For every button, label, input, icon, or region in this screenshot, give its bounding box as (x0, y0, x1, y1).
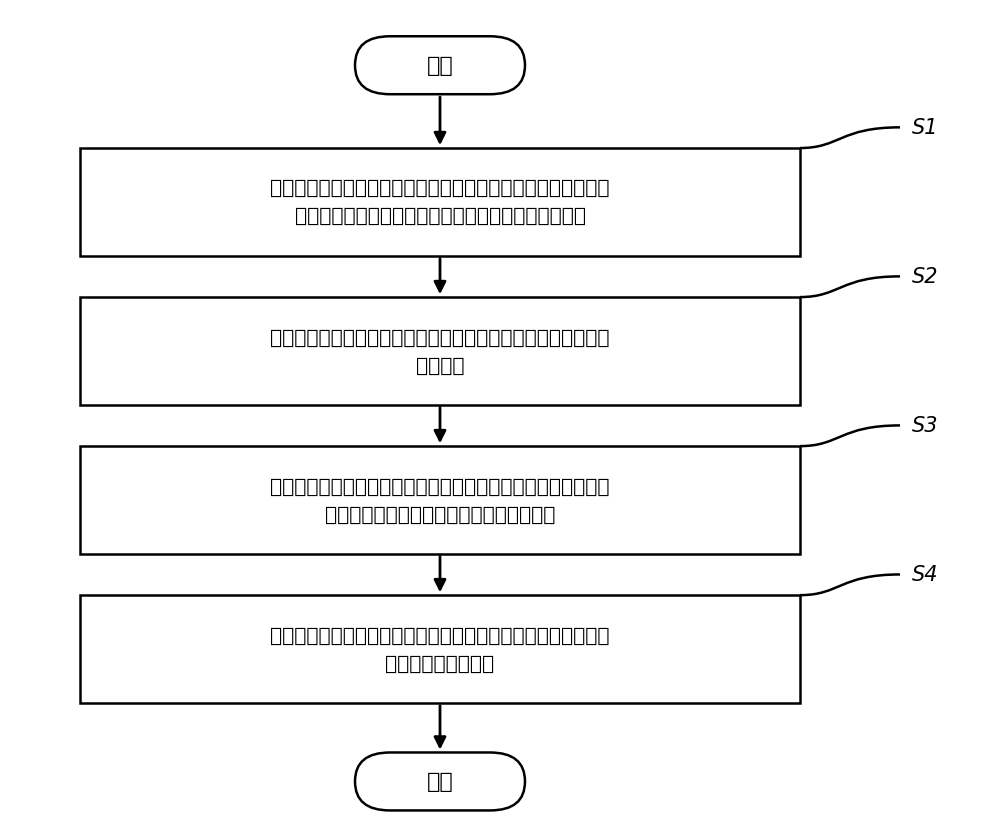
Text: 对制备有微型发光二极管阵列的原始基底进行湿法腐蚀，以使所
述微型发光二极管阵列与所述原始基底的接触面积减小: 对制备有微型发光二极管阵列的原始基底进行湿法腐蚀，以使所 述微型发光二极管阵列与… (270, 179, 610, 226)
Text: 开始: 开始 (427, 56, 453, 76)
Bar (80, 447, 800, 554)
FancyBboxPatch shape (355, 753, 525, 810)
Bar (80, 149, 800, 256)
Text: 将所述微型发光二极管阵列远离所述原始基底的一侧与第一临时
衬底结合: 将所述微型发光二极管阵列远离所述原始基底的一侧与第一临时 衬底结合 (270, 328, 610, 375)
Bar (80, 595, 800, 703)
Text: 再次对所述原始基底进行湿法腐蚀，以使所述微型发光二极管阵
列与所述原始基底剥离，去除所述原始基底: 再次对所述原始基底进行湿法腐蚀，以使所述微型发光二极管阵 列与所述原始基底剥离，… (270, 477, 610, 523)
Text: S2: S2 (912, 267, 938, 287)
Bar (80, 298, 800, 405)
Text: S1: S1 (912, 118, 938, 138)
Text: 结束: 结束 (427, 772, 453, 791)
FancyBboxPatch shape (355, 37, 525, 95)
Text: S3: S3 (912, 416, 938, 436)
Text: S4: S4 (912, 565, 938, 585)
Text: 通过所述第一临时衬底，将所述微型发光二极管阵列与目标基板
结合，完成巨量转移: 通过所述第一临时衬底，将所述微型发光二极管阵列与目标基板 结合，完成巨量转移 (270, 626, 610, 672)
